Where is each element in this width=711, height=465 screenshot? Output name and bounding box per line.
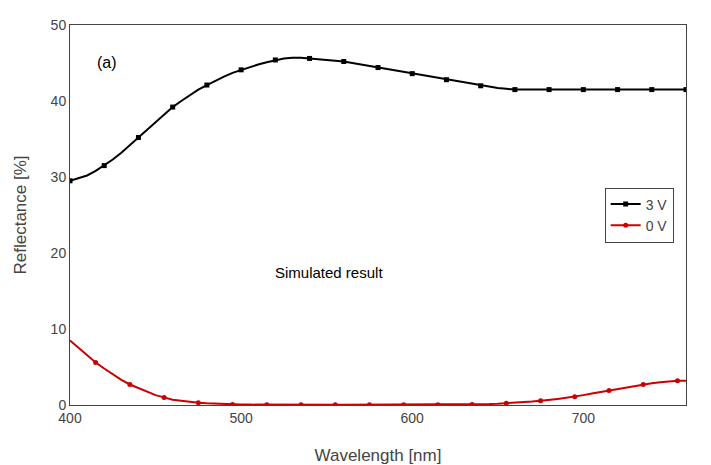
svg-text:0 V: 0 V: [646, 218, 668, 234]
svg-text:Wavelength [nm]: Wavelength [nm]: [315, 446, 442, 465]
svg-text:Reflectance [%]: Reflectance [%]: [11, 155, 30, 274]
svg-text:0: 0: [58, 397, 66, 413]
svg-text:40: 40: [51, 93, 67, 109]
svg-text:50: 50: [51, 17, 67, 33]
svg-text:600: 600: [401, 410, 425, 426]
svg-text:Simulated result: Simulated result: [275, 264, 383, 281]
svg-text:400: 400: [58, 410, 82, 426]
svg-text:(a): (a): [97, 54, 117, 71]
svg-text:500: 500: [229, 410, 253, 426]
svg-text:20: 20: [51, 245, 67, 261]
svg-text:3 V: 3 V: [646, 197, 668, 213]
svg-text:10: 10: [51, 321, 67, 337]
svg-text:700: 700: [572, 410, 596, 426]
svg-text:30: 30: [51, 169, 67, 185]
